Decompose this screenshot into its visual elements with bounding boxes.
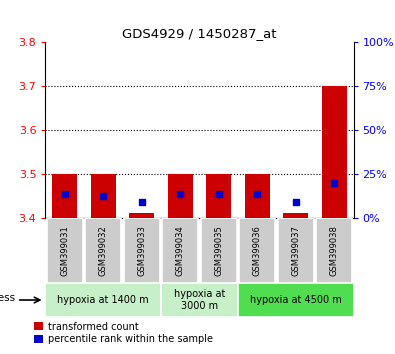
Bar [85,218,121,283]
Text: GSM399035: GSM399035 [214,225,223,276]
Bar [283,213,308,218]
Bar [201,218,237,283]
Text: GSM399038: GSM399038 [330,225,339,276]
Title: GDS4929 / 1450287_at: GDS4929 / 1450287_at [122,27,277,40]
Bar [52,174,77,218]
Bar [238,283,354,317]
Bar [316,218,352,283]
Text: hypoxia at 4500 m: hypoxia at 4500 m [250,295,342,305]
Text: GSM399037: GSM399037 [291,225,300,276]
Text: hypoxia at
3000 m: hypoxia at 3000 m [174,289,225,311]
Bar [168,174,193,218]
Text: GSM399031: GSM399031 [60,225,69,276]
Bar [129,213,154,218]
Text: GSM399032: GSM399032 [99,225,108,276]
Bar [322,86,347,218]
Bar [161,283,238,317]
Text: GSM399036: GSM399036 [253,225,262,276]
Text: GSM399034: GSM399034 [176,225,185,276]
Bar [162,218,198,283]
Bar [239,218,275,283]
Bar [206,174,231,218]
Bar [47,218,83,283]
Bar [245,174,270,218]
Legend: transformed count, percentile rank within the sample: transformed count, percentile rank withi… [34,322,213,344]
Text: hypoxia at 1400 m: hypoxia at 1400 m [57,295,149,305]
Bar [91,174,116,218]
Bar [124,218,160,283]
Bar [45,283,161,317]
Bar [278,218,314,283]
Text: GSM399033: GSM399033 [137,225,146,276]
Text: stress: stress [0,293,16,303]
